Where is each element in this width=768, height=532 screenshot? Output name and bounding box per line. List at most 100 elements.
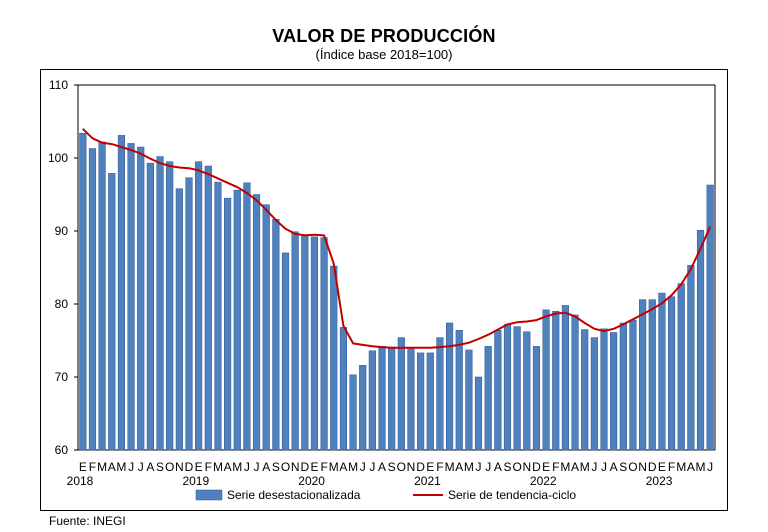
x-tick-label: S	[619, 460, 627, 474]
bar	[166, 161, 174, 451]
x-tick-label: N	[407, 460, 416, 474]
bar	[407, 347, 415, 451]
x-tick-label: E	[310, 460, 318, 474]
bar	[330, 265, 338, 451]
bar	[639, 299, 647, 451]
x-tick-label: E	[658, 460, 666, 474]
bar	[224, 197, 232, 451]
bar	[310, 236, 319, 451]
bar	[629, 319, 637, 451]
bar	[465, 349, 473, 451]
x-tick-label: J	[707, 460, 713, 474]
bar	[397, 337, 405, 451]
x-tick-label: O	[397, 460, 406, 474]
x-tick-label: A	[224, 460, 232, 474]
bar	[320, 237, 328, 451]
bar	[610, 332, 618, 451]
year-label: 2021	[414, 474, 441, 488]
x-tick-label: J	[485, 460, 491, 474]
bar	[195, 161, 203, 451]
x-tick-label: M	[560, 460, 570, 474]
x-tick-label: J	[244, 460, 250, 474]
x-tick-label: N	[291, 460, 300, 474]
x-tick-label: J	[601, 460, 607, 474]
bar	[648, 299, 656, 451]
x-tick-label: S	[272, 460, 280, 474]
x-tick-label: F	[552, 460, 559, 474]
x-tick-label: M	[232, 460, 242, 474]
x-tick-label: M	[580, 460, 590, 474]
x-tick-label: N	[175, 460, 184, 474]
bar	[494, 330, 502, 451]
x-tick-label: A	[494, 460, 502, 474]
bar	[272, 219, 280, 451]
x-tick-label: A	[146, 460, 154, 474]
bar	[214, 181, 222, 451]
bar	[687, 265, 695, 451]
bar	[368, 350, 376, 451]
x-tick-label: F	[205, 460, 212, 474]
bar	[339, 327, 347, 451]
bar	[426, 352, 434, 451]
chart-frame	[40, 69, 728, 511]
x-tick-label: M	[329, 460, 339, 474]
x-tick-label: S	[388, 460, 396, 474]
bar	[532, 346, 541, 451]
bar	[677, 283, 685, 451]
x-tick-label: O	[281, 460, 290, 474]
bar	[503, 324, 512, 451]
bar	[108, 173, 116, 451]
x-tick-label: J	[128, 460, 134, 474]
bar	[600, 328, 608, 451]
x-tick-label: J	[254, 460, 260, 474]
y-tick-label: 80	[55, 297, 69, 311]
x-tick-label: S	[503, 460, 511, 474]
bar	[619, 322, 627, 451]
x-tick-label: N	[638, 460, 647, 474]
x-tick-label: E	[79, 460, 87, 474]
x-tick-label: J	[360, 460, 366, 474]
bar	[513, 326, 521, 451]
bar	[262, 204, 270, 451]
bar	[233, 189, 241, 451]
bar	[436, 337, 444, 451]
bar	[571, 314, 579, 451]
x-tick-label: M	[464, 460, 474, 474]
x-tick-label: S	[156, 460, 164, 474]
bar	[204, 165, 212, 451]
bar	[561, 305, 569, 451]
x-tick-label: D	[300, 460, 309, 474]
x-tick-label: J	[591, 460, 597, 474]
x-tick-label: M	[97, 460, 107, 474]
bar	[146, 162, 154, 451]
bar	[474, 376, 483, 451]
bar	[281, 252, 290, 451]
x-tick-label: A	[378, 460, 386, 474]
x-tick-label: M	[116, 460, 126, 474]
x-tick-label: M	[213, 460, 223, 474]
y-tick-label: 110	[49, 78, 68, 92]
x-tick-label: E	[195, 460, 203, 474]
x-tick-label: D	[416, 460, 425, 474]
bar	[378, 346, 386, 451]
bar	[117, 135, 126, 451]
x-tick-label: O	[628, 460, 637, 474]
bar	[417, 352, 425, 451]
x-tick-label: J	[369, 460, 375, 474]
x-tick-label: A	[262, 460, 270, 474]
trend-line	[82, 128, 712, 349]
bar	[88, 148, 97, 451]
bar	[291, 231, 299, 451]
bar	[446, 322, 454, 451]
y-tick-label: 90	[55, 224, 69, 238]
x-tick-label: A	[610, 460, 618, 474]
y-ticks: 60 70 80 90 100 110	[48, 78, 78, 457]
x-tick-label: A	[108, 460, 116, 474]
year-label: 2023	[646, 474, 673, 488]
chart-title: VALOR DE PRODUCCIÓN	[0, 26, 768, 47]
y-tick-label: 70	[55, 370, 69, 384]
legend-label-trend: Serie de tendencia-ciclo	[448, 488, 576, 502]
bar	[388, 346, 396, 451]
